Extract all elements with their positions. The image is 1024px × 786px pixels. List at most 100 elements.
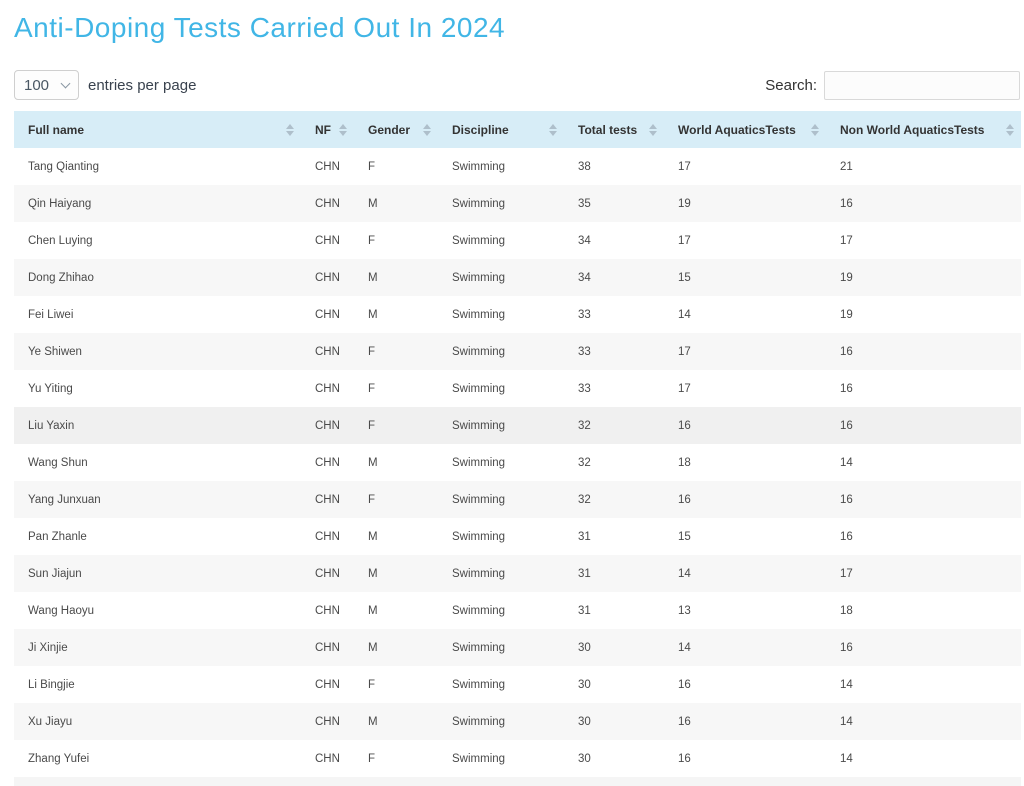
table-row: Li Bingjie CHN F Swimming 30 16 14 — [14, 666, 1021, 703]
column-header-non-world-aquaticstests[interactable]: Non World AquaticsTests — [826, 111, 1021, 148]
table-row: Dong Zhihao CHN M Swimming 34 15 19 — [14, 259, 1021, 296]
cell-non-world-aquaticstests: 16 — [840, 382, 853, 395]
cell-nf: CHN — [315, 271, 340, 284]
cell-gender: F — [368, 382, 376, 395]
cell-gender: F — [368, 752, 376, 765]
column-header-world-aquaticstests[interactable]: World AquaticsTests — [664, 111, 826, 148]
cell-total-tests: 33 — [578, 345, 591, 358]
cell-discipline: Swimming — [452, 197, 506, 210]
column-header-gender[interactable]: Gender — [354, 111, 438, 148]
cell-world-aquaticstests: 17 — [678, 234, 691, 247]
cell-gender: F — [368, 234, 376, 247]
cell-total-tests: 33 — [578, 382, 591, 395]
cell-total-tests: 30 — [578, 715, 591, 728]
cell-world-aquaticstests: 15 — [678, 530, 691, 543]
cell-full-name: Yu Yiting — [28, 382, 73, 395]
cell-nf: CHN — [315, 493, 340, 506]
cell-total-tests: 32 — [578, 456, 591, 469]
cell-full-name: Ji Xinjie — [28, 641, 68, 654]
cell-world-aquaticstests: 15 — [678, 271, 691, 284]
cell-gender: M — [368, 271, 378, 284]
sort-arrows-icon[interactable] — [649, 123, 657, 136]
table-header-row: Full name NF Gender Discipline Total tests Wo… — [14, 111, 1021, 148]
cell-gender: F — [368, 419, 376, 432]
column-header-total-tests[interactable]: Total tests — [564, 111, 664, 148]
cell-non-world-aquaticstests: 18 — [840, 604, 853, 617]
cell-discipline: Swimming — [452, 308, 506, 321]
cell-nf: CHN — [315, 604, 340, 617]
cell-total-tests: 32 — [578, 493, 591, 506]
cell-full-name: Dong Zhihao — [28, 271, 94, 284]
table-row: Ji Xinjie CHN M Swimming 30 14 16 — [14, 629, 1021, 666]
cell-full-name: Ye Shiwen — [28, 345, 82, 358]
sort-arrows-icon[interactable] — [339, 123, 347, 136]
sort-arrows-icon[interactable] — [549, 123, 557, 136]
table-row: Liu Yaxin CHN F Swimming 32 16 16 — [14, 407, 1021, 444]
cell-world-aquaticstests: 16 — [678, 493, 691, 506]
column-header-discipline[interactable]: Discipline — [438, 111, 564, 148]
sort-arrows-icon[interactable] — [811, 123, 819, 136]
cell-nf: CHN — [315, 530, 340, 543]
cell-nf: CHN — [315, 419, 340, 432]
cell-discipline: Swimming — [452, 160, 506, 173]
entries-select[interactable]: 100 — [14, 70, 79, 100]
cell-gender: M — [368, 197, 378, 210]
cell-non-world-aquaticstests: 17 — [840, 567, 853, 580]
sort-arrows-icon[interactable] — [423, 123, 431, 136]
sort-arrows-icon[interactable] — [286, 123, 294, 136]
sort-arrows-icon[interactable] — [1006, 123, 1014, 136]
cell-gender: F — [368, 678, 376, 691]
cell-total-tests: 35 — [578, 197, 591, 210]
cell-world-aquaticstests: 14 — [678, 641, 691, 654]
cell-discipline: Swimming — [452, 456, 506, 469]
cell-discipline: Swimming — [452, 345, 506, 358]
column-header-label: NF — [315, 122, 331, 137]
table-row: Yu Yiting CHN F Swimming 33 17 16 — [14, 370, 1021, 407]
cell-gender: F — [368, 160, 376, 173]
cell-total-tests: 31 — [578, 604, 591, 617]
cell-discipline: Swimming — [452, 678, 506, 691]
cell-total-tests: 30 — [578, 678, 591, 691]
entries-per-page-control: 100 entries per page — [14, 70, 196, 100]
cell-total-tests: 30 — [578, 752, 591, 765]
entries-select-value: 100 — [24, 76, 50, 94]
cell-discipline: Swimming — [452, 752, 506, 765]
cell-discipline: Swimming — [452, 604, 506, 617]
cell-non-world-aquaticstests: 16 — [840, 419, 853, 432]
search-input[interactable] — [824, 70, 1020, 100]
table-row: Fei Liwei CHN M Swimming 33 14 19 — [14, 296, 1021, 333]
cell-discipline: Swimming — [452, 530, 506, 543]
table-header: Full name NF Gender Discipline Total tests Wo… — [14, 111, 1021, 148]
table-row: Chen Luying CHN F Swimming 34 17 17 — [14, 222, 1021, 259]
cell-non-world-aquaticstests: 14 — [840, 456, 853, 469]
cell-full-name: Tang Qianting — [28, 160, 99, 173]
column-header-full-name[interactable]: Full name — [14, 111, 301, 148]
cell-gender: M — [368, 456, 378, 469]
cell-full-name: Wang Shun — [28, 456, 88, 469]
cell-gender: M — [368, 530, 378, 543]
table-row: Pan Zhanle CHN M Swimming 31 15 16 — [14, 518, 1021, 555]
cell-total-tests: 33 — [578, 308, 591, 321]
column-header-nf[interactable]: NF — [301, 111, 354, 148]
cell-discipline: Swimming — [452, 641, 506, 654]
cell-total-tests: 31 — [578, 530, 591, 543]
cell-non-world-aquaticstests: 16 — [840, 493, 853, 506]
cell-nf: CHN — [315, 345, 340, 358]
cell-non-world-aquaticstests: 16 — [840, 641, 853, 654]
cell-nf: CHN — [315, 678, 340, 691]
cell-total-tests: 31 — [578, 567, 591, 580]
column-header-label: Discipline — [452, 122, 509, 137]
cell-nf: CHN — [315, 641, 340, 654]
search-label: Search: — [765, 76, 817, 94]
cell-full-name: Yang Junxuan — [28, 493, 101, 506]
cell-total-tests: 30 — [578, 641, 591, 654]
cell-gender: F — [368, 345, 376, 358]
chevron-down-icon — [60, 78, 71, 88]
cell-total-tests: 34 — [578, 271, 591, 284]
cell-world-aquaticstests: 17 — [678, 345, 691, 358]
cell-nf: CHN — [315, 456, 340, 469]
cell-discipline: Swimming — [452, 382, 506, 395]
cell-world-aquaticstests: 13 — [678, 604, 691, 617]
cell-full-name: Chen Luying — [28, 234, 93, 247]
cell-discipline: Swimming — [452, 715, 506, 728]
